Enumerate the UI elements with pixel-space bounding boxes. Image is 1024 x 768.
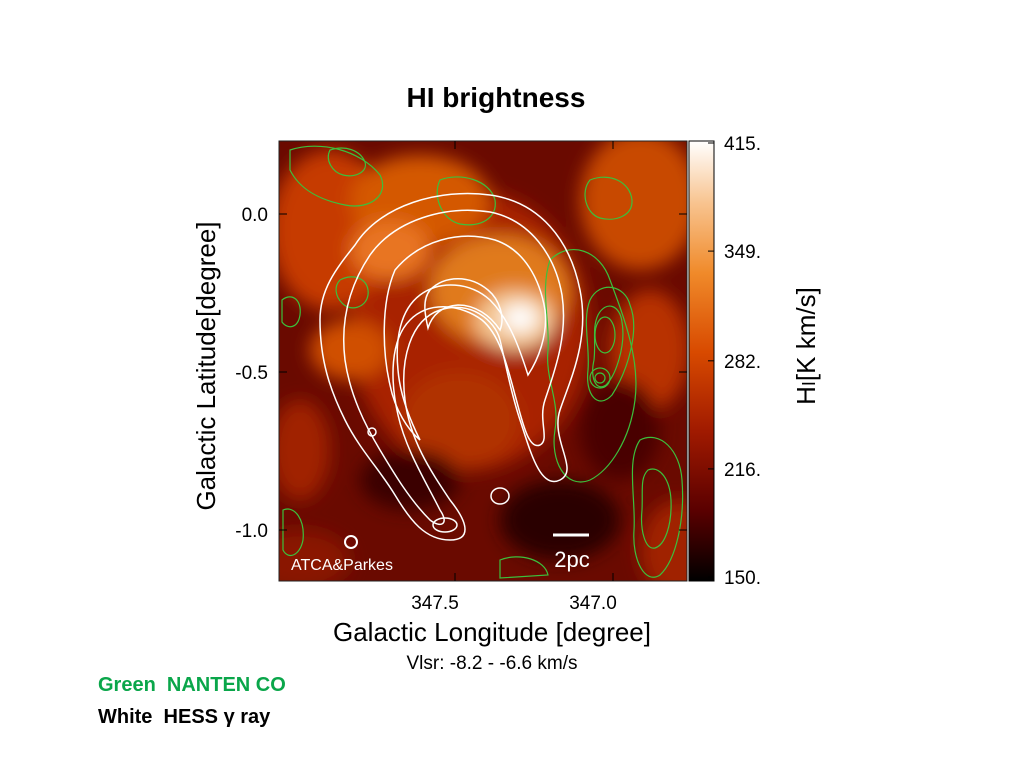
x-tick-label: 347.5	[411, 593, 459, 614]
legend-gamma-symbol: γ	[223, 706, 235, 728]
y-tick-label: -1.0	[235, 521, 268, 542]
y-axis-label: Galactic Latitude[degree]	[191, 221, 221, 510]
colorbar-ticks: 415. 349. 282. 216. 150.	[708, 134, 761, 589]
slide-title: HI brightness	[406, 82, 586, 113]
scale-bar-label: 2pc	[554, 547, 589, 572]
x-axis-ticks: 347.5 347.0	[411, 141, 617, 614]
hi-intensity-map: 2pc ATCA&Parkes	[279, 141, 687, 581]
legend-hess-gamma: White HESS γ ray	[98, 706, 270, 729]
map-frame	[278, 140, 688, 582]
x-axis-label: Galactic Longitude [degree]	[333, 617, 651, 647]
colorbar-label: HI[K km/s]	[791, 287, 821, 405]
legend-hess-suffix: ray	[234, 706, 271, 728]
colorbar-tick-label: 216.	[724, 460, 761, 481]
nanten-co-contours	[281, 145, 684, 579]
source-label: ATCA&Parkes	[291, 557, 393, 574]
beam-marker	[344, 535, 358, 549]
legend-hess-prefix: White HESS	[98, 706, 224, 728]
colorbar-tick-label: 282.	[724, 352, 761, 373]
hess-gamma-contours	[319, 192, 584, 541]
velocity-range-label: Vlsr: -8.2 - -6.6 km/s	[406, 653, 577, 674]
y-axis-ticks: 0.0 -0.5 -1.0	[235, 205, 687, 542]
y-tick-label: -0.5	[235, 363, 268, 384]
legend-nanten-co: Green NANTEN CO	[98, 674, 286, 696]
x-tick-label: 347.0	[569, 593, 617, 614]
colorbar-tick-label: 150.	[724, 568, 761, 589]
y-tick-label: 0.0	[242, 205, 268, 226]
colorbar-tick-label: 415.	[724, 134, 761, 155]
colorbar-tick-label: 349.	[724, 242, 761, 263]
